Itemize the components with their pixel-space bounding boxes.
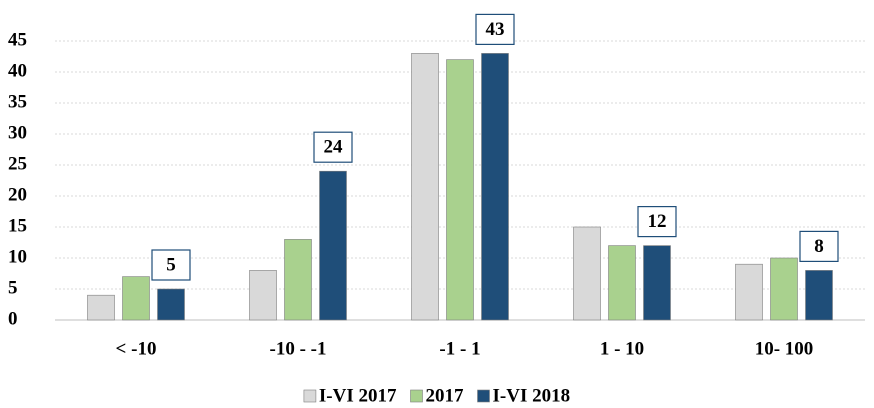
legend-swatch <box>477 389 490 403</box>
y-tick-label: 30 <box>8 122 27 143</box>
bar <box>411 53 439 321</box>
y-tick-label: 0 <box>8 308 18 329</box>
legend-swatch <box>303 389 317 403</box>
x-tick-label: < -10 <box>116 338 157 359</box>
legend: I-VI 2017 2017 I-VI 2018 <box>303 385 571 406</box>
bar <box>157 288 185 321</box>
x-tick-label: 1 - 10 <box>600 338 644 359</box>
x-tick-label: 10- 100 <box>755 338 814 359</box>
bar <box>735 263 763 321</box>
data-label: 8 <box>814 236 824 257</box>
legend-swatch <box>410 389 423 403</box>
data-label-box <box>151 249 191 281</box>
bar <box>608 245 636 321</box>
data-label-box <box>475 13 515 45</box>
data-label: 5 <box>166 254 176 275</box>
bar <box>249 270 277 321</box>
x-tick-label: -10 - -1 <box>270 338 327 359</box>
data-label-box <box>313 131 353 163</box>
bar <box>573 226 601 321</box>
x-tick-label: -1 - 1 <box>439 338 480 359</box>
legend-label: I-VI 2018 <box>493 385 571 406</box>
bar <box>319 170 347 321</box>
y-tick-label: 5 <box>8 277 18 298</box>
y-tick-label: 15 <box>8 215 27 236</box>
bar <box>87 294 115 321</box>
data-label-box <box>799 230 839 262</box>
y-tick-label: 45 <box>8 29 27 50</box>
data-label: 12 <box>648 211 667 232</box>
data-label-box <box>637 206 677 238</box>
data-label: 43 <box>486 19 505 40</box>
legend-label: 2017 <box>426 385 465 406</box>
y-tick-label: 35 <box>8 91 27 112</box>
legend-label: I-VI 2017 <box>319 385 397 406</box>
data-label: 24 <box>324 137 344 158</box>
bar <box>446 59 474 321</box>
y-tick-label: 10 <box>8 246 27 267</box>
y-tick-label: 20 <box>8 184 27 205</box>
y-tick-label: 40 <box>8 60 27 81</box>
bar <box>643 245 671 321</box>
bar <box>481 53 509 321</box>
bar <box>805 270 833 321</box>
bar <box>122 276 150 321</box>
bar <box>284 239 312 321</box>
y-tick-label: 25 <box>8 153 27 174</box>
bar <box>770 257 798 321</box>
